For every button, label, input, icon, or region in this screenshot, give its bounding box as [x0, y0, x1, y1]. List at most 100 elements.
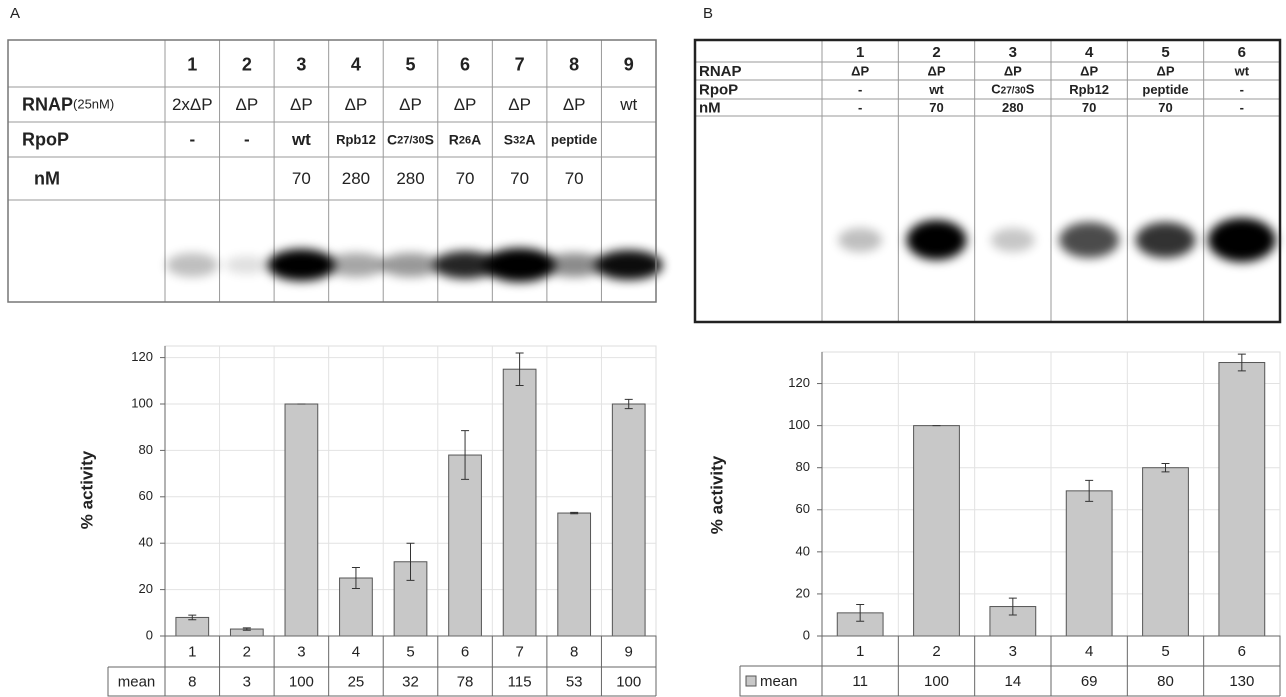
lane-number: 2	[242, 54, 252, 74]
bar	[558, 513, 591, 636]
row-label: RpoP	[699, 81, 738, 98]
cell-text-part: A	[525, 131, 535, 147]
lane-number: 6	[1238, 44, 1246, 61]
lane-number: 3	[1009, 44, 1017, 61]
cell-text: 70	[510, 169, 529, 188]
cell-text: ΔP	[563, 95, 586, 114]
cell-text: ΔP	[1156, 63, 1174, 78]
x-tick-label: 4	[352, 643, 360, 660]
row-label-text: RNAP	[22, 94, 73, 114]
cell-text: peptide	[551, 132, 597, 147]
cell-text-part: 27/30	[1001, 85, 1026, 96]
legend-swatch	[746, 676, 756, 686]
row-label-text: nM	[699, 99, 721, 116]
cell-text: 280	[396, 169, 424, 188]
row-label: nM	[34, 168, 60, 188]
cell-text: -	[858, 100, 862, 115]
cell-text: C27/30S	[387, 131, 434, 147]
cell-text: wt	[928, 82, 944, 97]
y-tick-label: 60	[139, 488, 153, 503]
cell-text: S32A	[504, 131, 536, 147]
y-tick-label: 0	[146, 627, 153, 642]
cell-text: wt	[619, 95, 637, 114]
bar	[285, 404, 318, 636]
cell-text-part: C	[387, 131, 397, 147]
x-tick-label: 5	[1161, 643, 1169, 660]
cell-text: wt	[291, 130, 311, 149]
cell-text: C27/30S	[991, 82, 1034, 97]
cell-text: ΔP	[454, 95, 477, 114]
y-axis-label: % activity	[707, 455, 726, 534]
cell-text: -	[1240, 82, 1244, 97]
x-tick-label: 3	[1009, 643, 1017, 660]
lane-number: 8	[569, 54, 579, 74]
x-tick-label: 9	[625, 643, 633, 660]
figure: A B 123456789RNAP(25nM)2xΔPΔPΔPΔPΔPΔPΔPΔ…	[0, 0, 1286, 697]
gel-band	[1059, 222, 1119, 258]
y-tick-label: 40	[796, 543, 810, 558]
cell-text-part: 32	[513, 134, 525, 146]
lane-number: 7	[515, 54, 525, 74]
x-tick-label: 6	[1238, 643, 1246, 660]
cell-text: 2xΔP	[172, 95, 213, 114]
y-tick-label: 60	[796, 501, 810, 516]
row-label: RNAP(25nM)	[22, 94, 114, 114]
x-tick-label: 4	[1085, 643, 1093, 660]
cell-text: -	[189, 130, 195, 149]
cell-text: Rpb12	[1069, 82, 1109, 97]
panel-label: A	[10, 5, 20, 22]
gel-band	[267, 249, 335, 281]
table-value: 25	[348, 673, 365, 690]
x-tick-label: 8	[570, 643, 578, 660]
x-tick-label: 5	[406, 643, 414, 660]
lane-number: 5	[405, 54, 415, 74]
y-tick-label: 80	[139, 442, 153, 457]
gel-band	[907, 220, 967, 260]
table-value: 100	[289, 673, 314, 690]
y-tick-label: 0	[803, 627, 810, 642]
gel-band	[326, 253, 386, 277]
cell-text: ΔP	[399, 95, 422, 114]
y-tick-label: 20	[139, 581, 153, 596]
table-value: 14	[1004, 673, 1021, 690]
cell-text: 280	[342, 169, 370, 188]
table-value: 8	[188, 673, 196, 690]
bar	[503, 369, 536, 636]
x-tick-label: 1	[856, 643, 864, 660]
table-value: 11	[852, 673, 868, 690]
cell-text: -	[1240, 100, 1244, 115]
cell-text: 70	[929, 100, 943, 115]
cell-text-part: S	[425, 131, 434, 147]
cell-text: R26A	[449, 131, 482, 147]
x-tick-label: 1	[188, 643, 196, 660]
row-label-text: RNAP	[699, 63, 742, 80]
bar	[449, 455, 482, 636]
cell-text: ΔP	[235, 95, 258, 114]
table-value: 78	[457, 673, 474, 690]
table-value: 100	[616, 673, 641, 690]
cell-text: ΔP	[290, 95, 313, 114]
y-tick-label: 20	[796, 585, 810, 600]
table-row-label: mean	[118, 673, 156, 690]
y-tick-label: 120	[788, 375, 810, 390]
cell-text: 70	[292, 169, 311, 188]
table-value: 32	[402, 673, 419, 690]
x-tick-label: 2	[932, 643, 940, 660]
table-value: 115	[508, 673, 532, 690]
bar	[914, 426, 960, 636]
x-tick-label: 7	[515, 643, 523, 660]
cell-text-part: A	[471, 131, 481, 147]
cell-text-part: S	[504, 131, 513, 147]
gel-band	[1208, 218, 1276, 262]
y-tick-label: 100	[131, 395, 153, 410]
cell-text: 70	[1158, 100, 1172, 115]
row-label-text: RpoP	[699, 81, 738, 98]
table-value: 69	[1081, 673, 1098, 690]
gel-band	[381, 253, 441, 277]
cell-text: ΔP	[1080, 63, 1098, 78]
cell-text-part: 27/30	[397, 134, 425, 146]
table-value: 53	[566, 673, 583, 690]
lane-number: 6	[460, 54, 470, 74]
cell-text-part: S	[1026, 82, 1035, 97]
cell-text: -	[244, 130, 250, 149]
